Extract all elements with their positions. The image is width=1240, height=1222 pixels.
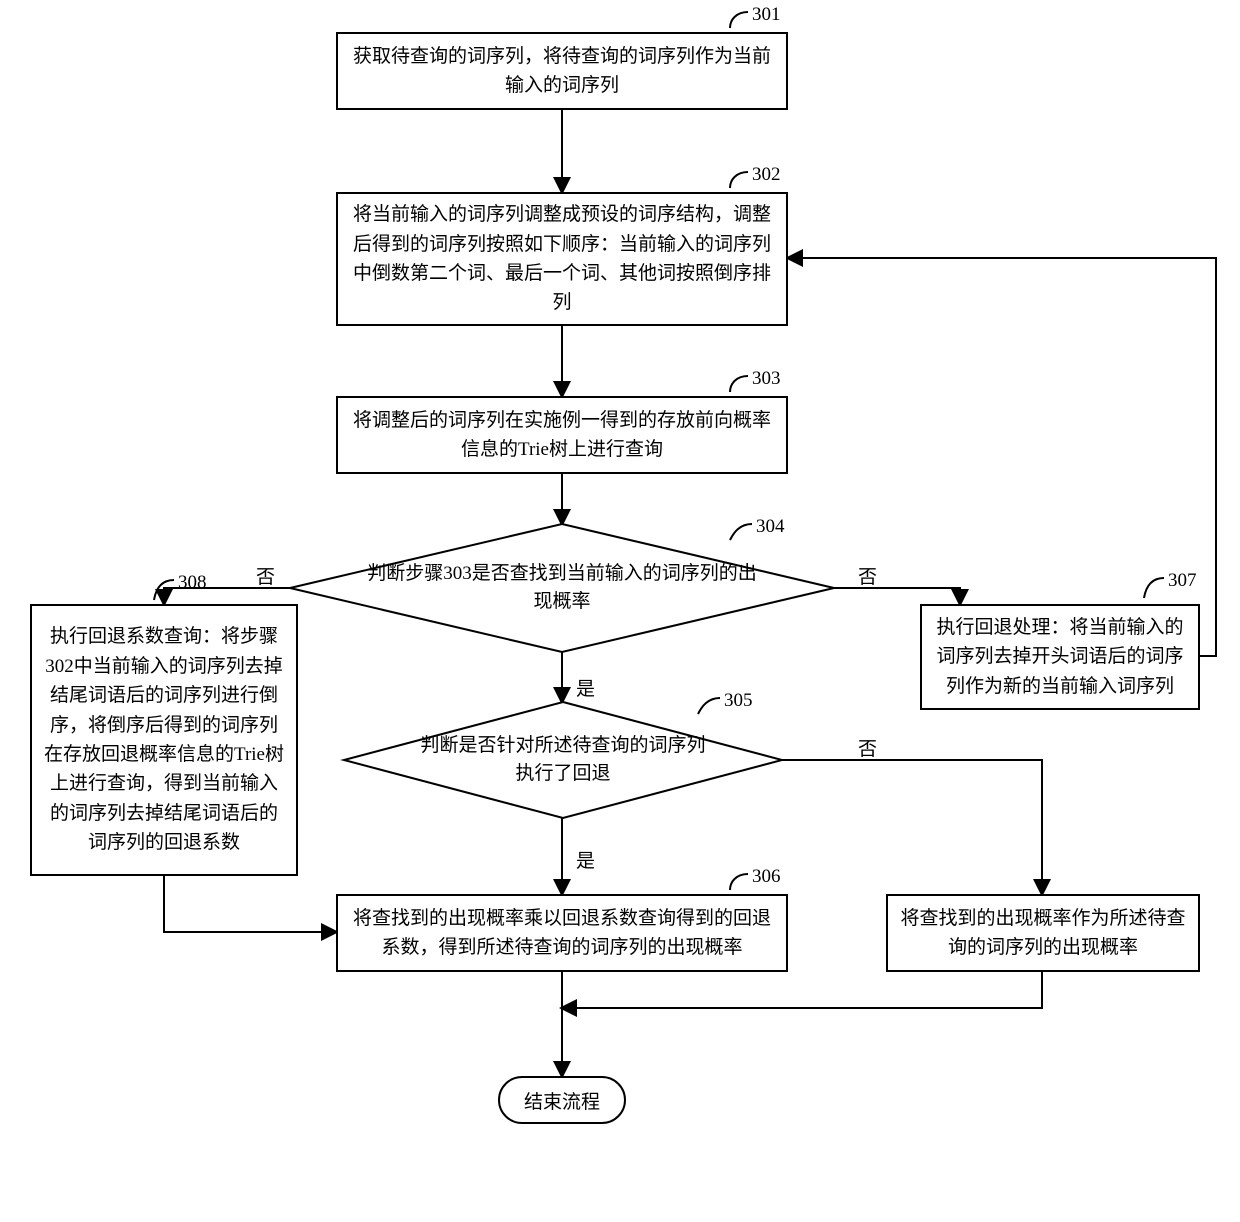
node-text: 结束流程 [524,1087,600,1114]
edge-label-yes-304-305: 是 [576,674,595,701]
node-text: 将当前输入的词序列调整成预设的词序结构，调整后得到的词序列按照如下顺序：当前输入… [350,200,774,318]
decision-305: 判断是否针对所述待查询的词序列执行了回退 [344,702,782,818]
terminator-end: 结束流程 [498,1076,626,1124]
node-301: 获取待查询的词序列，将待查询的词序列作为当前输入的词序列 [336,32,788,110]
edge-label-yes-305-306: 是 [576,846,595,873]
node-302: 将当前输入的词序列调整成预设的词序结构，调整后得到的词序列按照如下顺序：当前输入… [336,192,788,326]
ref-label-302: 302 [752,164,781,186]
ref-label-308: 308 [178,572,207,594]
ref-label-303: 303 [752,368,781,390]
node-309: 将查找到的出现概率作为所述待查询的词序列的出现概率 [886,894,1200,972]
node-text: 执行回退系数查询：将步骤302中当前输入的词序列去掉结尾词语后的词序列进行倒序，… [44,622,284,858]
edge-label-no-304-308: 否 [256,562,275,589]
node-306: 将查找到的出现概率乘以回退系数查询得到的回退系数，得到所述待查询的词序列的出现概… [336,894,788,972]
node-text: 执行回退处理：将当前输入的词序列去掉开头词语后的词序列作为新的当前输入词序列 [934,613,1186,701]
node-text: 将查找到的出现概率乘以回退系数查询得到的回退系数，得到所述待查询的词序列的出现概… [350,904,774,963]
node-text: 判断是否针对所述待查询的词序列执行了回退 [414,732,712,787]
node-text: 判断步骤303是否查找到当前输入的词序列的出现概率 [360,560,764,615]
decision-304: 判断步骤303是否查找到当前输入的词序列的出现概率 [290,524,834,652]
node-308: 执行回退系数查询：将步骤302中当前输入的词序列去掉结尾词语后的词序列进行倒序，… [30,604,298,876]
ref-label-306: 306 [752,866,781,888]
edge-label-no-305-309: 否 [858,734,877,761]
ref-label-305: 305 [724,690,753,712]
edge-label-no-304-307: 否 [858,562,877,589]
flowchart-canvas: 获取待查询的词序列，将待查询的词序列作为当前输入的词序列 将当前输入的词序列调整… [0,0,1240,1222]
ref-label-307: 307 [1168,570,1197,592]
ref-label-301: 301 [752,4,781,26]
ref-label-304: 304 [756,516,785,538]
node-text: 将调整后的词序列在实施例一得到的存放前向概率信息的Trie树上进行查询 [350,406,774,465]
node-text: 将查找到的出现概率作为所述待查询的词序列的出现概率 [900,904,1186,963]
node-307: 执行回退处理：将当前输入的词序列去掉开头词语后的词序列作为新的当前输入词序列 [920,604,1200,710]
node-303: 将调整后的词序列在实施例一得到的存放前向概率信息的Trie树上进行查询 [336,396,788,474]
node-text: 获取待查询的词序列，将待查询的词序列作为当前输入的词序列 [350,42,774,101]
